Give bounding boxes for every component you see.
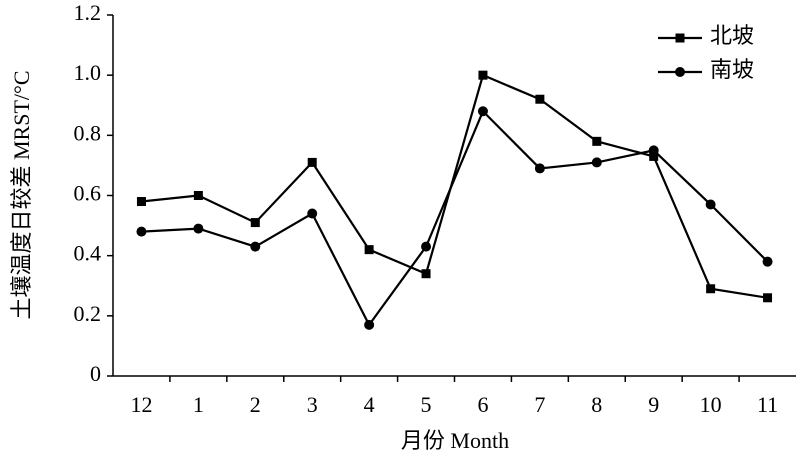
x-tick-label: 11 — [757, 392, 778, 417]
data-point — [421, 269, 431, 279]
data-point — [478, 70, 488, 80]
x-tick-label: 2 — [250, 392, 261, 417]
data-point — [592, 136, 602, 146]
y-tick-label: 0.4 — [74, 241, 102, 266]
x-tick-label: 6 — [477, 392, 488, 417]
data-point — [250, 241, 261, 252]
data-point — [136, 197, 146, 207]
y-tick-label: 1.0 — [74, 60, 102, 85]
data-point — [477, 106, 488, 117]
x-tick-label: 3 — [307, 392, 318, 417]
x-tick-label: 7 — [534, 392, 545, 417]
y-tick-label: 0.8 — [74, 120, 102, 145]
data-point — [648, 145, 659, 156]
data-point — [534, 163, 545, 174]
x-tick-label: 12 — [130, 392, 152, 417]
data-point — [364, 319, 375, 330]
data-point — [421, 241, 432, 252]
data-point — [193, 191, 203, 200]
data-point — [763, 293, 773, 303]
y-tick-label: 0.2 — [74, 301, 102, 326]
x-tick-label: 10 — [700, 392, 722, 417]
data-point — [136, 226, 147, 237]
legend-marker — [675, 33, 685, 43]
x-tick-label: 4 — [364, 392, 375, 417]
x-tick-label: 8 — [591, 392, 602, 417]
data-point — [250, 218, 260, 228]
x-tick-label: 5 — [421, 392, 432, 417]
y-axis-label: 土壤温度日较差 MRST/°C — [9, 71, 34, 320]
data-point — [706, 284, 716, 294]
legend-marker — [675, 67, 685, 77]
y-tick-label: 0.6 — [74, 181, 102, 206]
data-point — [591, 157, 602, 168]
data-point — [364, 245, 374, 255]
x-axis-label: 月份 Month — [401, 428, 509, 453]
y-tick-label: 0 — [90, 361, 101, 386]
x-tick-label: 9 — [648, 392, 659, 417]
y-tick-label: 1.2 — [74, 0, 102, 25]
legend-label: 北坡 — [710, 23, 754, 48]
series-line — [141, 73, 768, 299]
legend-label: 南坡 — [710, 57, 754, 82]
series-line — [141, 109, 769, 327]
data-point — [762, 256, 773, 267]
data-point — [705, 199, 716, 210]
x-tick-label: 1 — [193, 392, 204, 417]
data-point — [649, 151, 659, 161]
data-point — [535, 94, 545, 104]
data-point — [307, 208, 318, 219]
data-point — [193, 223, 204, 234]
data-point — [307, 157, 317, 167]
